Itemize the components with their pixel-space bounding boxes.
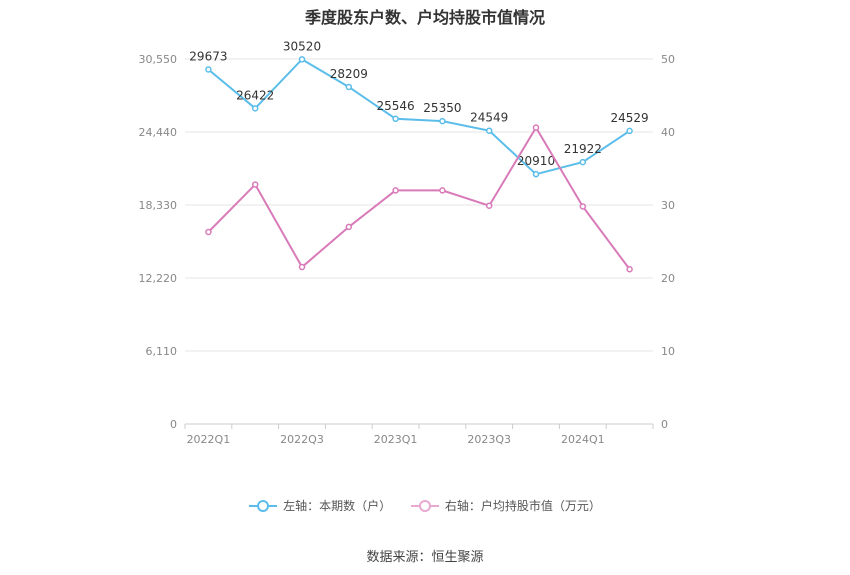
- right-axis-tick-label: 10: [661, 345, 675, 358]
- left-axis-tick-label: 24,440: [139, 126, 178, 139]
- avg-holding-data-point: [392, 187, 399, 194]
- data-label: 24549: [470, 111, 508, 125]
- x-axis-tick-label: 2022Q1: [187, 433, 231, 446]
- left-axis-tick-label: 30,550: [139, 53, 178, 66]
- right-axis-tick-label: 40: [661, 126, 675, 139]
- avg-holding-data-point: [345, 223, 353, 231]
- households-data-point: [626, 127, 633, 135]
- right-axis-tick-label: 50: [661, 53, 675, 66]
- households-data-point: [251, 105, 259, 112]
- legend: 左轴：本期数（户） 右轴：户均持股市值（万元）: [0, 497, 850, 516]
- households-data-point: [485, 127, 493, 134]
- data-label: 29673: [189, 49, 227, 63]
- legend-label: 左轴：本期数（户）: [283, 499, 392, 513]
- households-data-point: [392, 115, 399, 123]
- right-axis-tick-label: 0: [661, 418, 668, 431]
- legend-item-avg-holding[interactable]: 右轴：户均持股市值（万元）: [410, 497, 601, 514]
- left-axis-tick-label: 6,110: [146, 345, 178, 358]
- avg-holding-data-point: [251, 181, 259, 188]
- data-label: 25546: [377, 99, 415, 113]
- avg-holding-data-point: [626, 265, 633, 273]
- left-axis-tick-label: 18,330: [139, 199, 178, 212]
- data-label: 24529: [611, 111, 649, 125]
- legend-item-households[interactable]: 左轴：本期数（户）: [249, 497, 391, 514]
- households-data-point: [205, 66, 212, 73]
- data-label: 25350: [423, 101, 461, 115]
- households-data-point: [439, 117, 446, 125]
- data-label: 21922: [564, 142, 602, 156]
- households-data-point: [532, 170, 540, 178]
- right-axis-tick-label: 20: [661, 272, 675, 285]
- chart-title: 季度股东户数、户均持股市值情况: [304, 8, 545, 27]
- right-axis-tick-label: 30: [661, 199, 675, 212]
- data-source: 数据来源：恒生聚源: [366, 550, 484, 565]
- x-axis-tick-label: 2023Q1: [374, 433, 418, 446]
- data-label: 20910: [517, 154, 555, 168]
- households-data-point: [345, 83, 353, 91]
- data-label: 28209: [330, 67, 368, 81]
- households-series-line: [207, 58, 631, 176]
- x-axis-tick-label: 2022Q3: [280, 433, 324, 446]
- left-axis-tick-label: 12,220: [139, 272, 178, 285]
- avg-holding-data-point: [485, 202, 493, 209]
- avg-holding-data-point: [205, 228, 212, 236]
- legend-label: 右轴：户均持股市值（万元）: [444, 499, 601, 513]
- households-data-point: [298, 56, 306, 63]
- legend-line-circle-icon: [249, 499, 278, 513]
- left-axis-tick-label: 0: [170, 418, 177, 431]
- avg-holding-data-point: [439, 187, 446, 194]
- data-label: 26422: [236, 88, 274, 102]
- data-label: 30520: [283, 39, 321, 53]
- avg-holding-series-line: [207, 125, 631, 270]
- x-axis-tick-label: 2024Q1: [561, 433, 605, 446]
- avg-holding-data-point: [532, 124, 540, 131]
- avg-holding-data-point: [579, 203, 587, 210]
- avg-holding-data-point: [298, 263, 306, 271]
- x-axis-tick-label: 2023Q3: [467, 433, 511, 446]
- households-data-point: [579, 158, 587, 166]
- legend-line-circle-icon: [410, 499, 439, 513]
